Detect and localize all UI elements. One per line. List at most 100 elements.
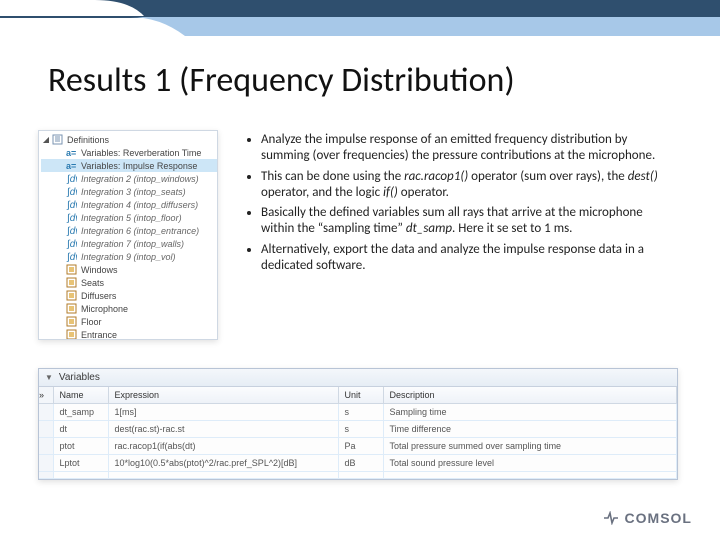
page-title: Results 1 (Frequency Distribution)	[48, 60, 515, 101]
tree-item[interactable]: a= Variables: Impulse Response	[41, 159, 217, 172]
tree-item-label: Integration 2 (intop_windows)	[81, 174, 199, 184]
row-marker	[39, 404, 53, 421]
row-marker	[39, 455, 53, 472]
table-cell[interactable]: Total sound pressure level	[383, 455, 677, 472]
tree-item[interactable]: Entrance	[41, 328, 217, 340]
tree-item-label: Variables: Reverberation Time	[81, 148, 201, 158]
var-icon: a=	[65, 147, 78, 158]
table-row[interactable]: dtdest(rac.st)-rac.stsTime difference	[39, 421, 677, 438]
svg-text:∫dv: ∫dv	[66, 200, 77, 210]
svg-text:∫dv: ∫dv	[66, 174, 77, 184]
header-decoration	[0, 0, 720, 38]
table-cell[interactable]: Lptot	[53, 455, 108, 472]
table-cell[interactable]: dt_samp	[53, 404, 108, 421]
tree-item-label: Integration 4 (intop_diffusers)	[81, 200, 198, 210]
variables-panel: ▼ Variables »NameExpressionUnitDescripti…	[38, 368, 678, 480]
bullet-item: Basically the defined variables sum all …	[261, 205, 675, 238]
bullet-item: Analyze the impulse response of an emitt…	[261, 132, 675, 165]
expand-arrow-icon[interactable]: ◢	[41, 135, 51, 144]
tree-item[interactable]: Microphone	[41, 302, 217, 315]
table-header-cell[interactable]: Expression	[108, 387, 338, 404]
table-header-cell[interactable]: Name	[53, 387, 108, 404]
comsol-logo: COMSOL	[603, 510, 692, 526]
table-cell[interactable]: s	[338, 421, 383, 438]
table-cell[interactable]: s	[338, 404, 383, 421]
tree-item-label: Entrance	[81, 330, 117, 340]
svg-text:a=: a=	[66, 148, 76, 158]
table-cell[interactable]: Total pressure summed over sampling time	[383, 438, 677, 455]
row-marker	[39, 421, 53, 438]
tree-root-row[interactable]: ◢ Definitions	[41, 133, 217, 146]
svg-text:∫dv: ∫dv	[66, 252, 77, 262]
table-row-empty[interactable]	[39, 472, 677, 479]
table-row[interactable]: dt_samp1[ms]sSampling time	[39, 404, 677, 421]
tree-item[interactable]: a= Variables: Reverberation Time	[41, 146, 217, 159]
table-cell[interactable]: Time difference	[383, 421, 677, 438]
tree-item[interactable]: Seats	[41, 276, 217, 289]
svg-text:∫dv: ∫dv	[66, 239, 77, 249]
table-cell[interactable]: Sampling time	[383, 404, 677, 421]
collapse-chevron-icon[interactable]: ▼	[45, 373, 53, 382]
bullet-list: Analyze the impulse response of an emitt…	[245, 132, 675, 278]
tree-item-label: Microphone	[81, 304, 128, 314]
variables-panel-header[interactable]: ▼ Variables	[39, 369, 677, 387]
int-icon: ∫dv	[65, 212, 78, 223]
tree-item-label: Variables: Impulse Response	[81, 161, 197, 171]
bullet-item: This can be done using the rac.racop1() …	[261, 169, 675, 202]
table-header-cell[interactable]: Description	[383, 387, 677, 404]
svg-text:∫dv: ∫dv	[66, 213, 77, 223]
sel-icon	[65, 329, 78, 340]
tree-item[interactable]: ∫dv Integration 7 (intop_walls)	[41, 237, 217, 250]
tree-item-label: Integration 3 (intop_seats)	[81, 187, 186, 197]
var-icon: a=	[65, 160, 78, 171]
tree-root-label: Definitions	[67, 135, 109, 145]
table-cell[interactable]: dest(rac.st)-rac.st	[108, 421, 338, 438]
tree-item[interactable]: Floor	[41, 315, 217, 328]
table-header-cell[interactable]: Unit	[338, 387, 383, 404]
tree-item[interactable]: ∫dvIntegration 6 (intop_entrance)	[41, 224, 217, 237]
tree-item[interactable]: Windows	[41, 263, 217, 276]
tree-item-label: Integration 7 (intop_walls)	[81, 239, 184, 249]
table-cell[interactable]: 1[ms]	[108, 404, 338, 421]
table-row[interactable]: Lptot10*log10(0.5*abs(ptot)^2/rac.pref_S…	[39, 455, 677, 472]
tree-item[interactable]: Diffusers	[41, 289, 217, 302]
svg-text:a=: a=	[66, 161, 76, 171]
table-cell[interactable]: dB	[338, 455, 383, 472]
int-icon: ∫dv	[65, 199, 78, 210]
table-cell[interactable]: dt	[53, 421, 108, 438]
int-icon: ∫dv	[65, 173, 78, 184]
row-marker	[39, 438, 53, 455]
table-corner: »	[39, 387, 53, 404]
table-row[interactable]: ptotrac.racop1(if(abs(dt)PaTotal pressur…	[39, 438, 677, 455]
tree-item-label: Integration 6 (intop_entrance)	[81, 226, 199, 236]
table-cell[interactable]: ptot	[53, 438, 108, 455]
int-icon: ∫dv	[65, 225, 78, 236]
svg-text:∫dv: ∫dv	[66, 187, 77, 197]
tree-item-label: Seats	[81, 278, 104, 288]
definitions-tree-panel: ◢ Definitions a= Variables: Reverberation…	[38, 130, 218, 340]
comsol-logo-text: COMSOL	[625, 510, 692, 526]
definitions-icon	[51, 134, 64, 145]
tree-item-label: Diffusers	[81, 291, 116, 301]
sel-icon	[65, 303, 78, 314]
comsol-logo-icon	[603, 511, 619, 525]
sel-icon	[65, 290, 78, 301]
table-cell[interactable]: 10*log10(0.5*abs(ptot)^2/rac.pref_SPL^2)…	[108, 455, 338, 472]
table-cell[interactable]: Pa	[338, 438, 383, 455]
tree-item[interactable]: ∫dv Integration 9 (intop_vol)	[41, 250, 217, 263]
sel-icon	[65, 316, 78, 327]
tree-item-label: Integration 5 (intop_floor)	[81, 213, 182, 223]
table-cell[interactable]: rac.racop1(if(abs(dt)	[108, 438, 338, 455]
int-icon: ∫dv	[65, 238, 78, 249]
tree-item[interactable]: ∫dv Integration 5 (intop_floor)	[41, 211, 217, 224]
tree-item-label: Floor	[81, 317, 102, 327]
tree-item[interactable]: ∫dv Integration 2 (intop_windows)	[41, 172, 217, 185]
tree-item[interactable]: ∫dv Integration 3 (intop_seats)	[41, 185, 217, 198]
int-icon: ∫dv	[65, 251, 78, 262]
variables-panel-title: Variables	[59, 372, 100, 383]
sel-icon	[65, 264, 78, 275]
tree-item-label: Integration 9 (intop_vol)	[81, 252, 176, 262]
tree-item[interactable]: ∫dv Integration 4 (intop_diffusers)	[41, 198, 217, 211]
int-icon: ∫dv	[65, 186, 78, 197]
sel-icon	[65, 277, 78, 288]
